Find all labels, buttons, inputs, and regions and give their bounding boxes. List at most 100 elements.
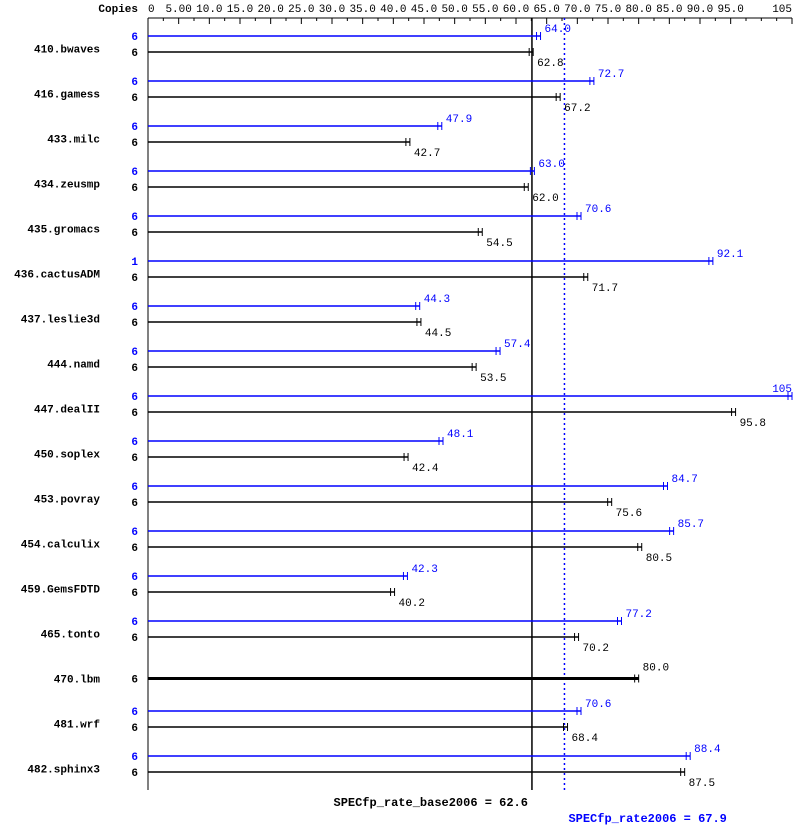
copies-peak: 6 [131, 752, 138, 764]
value-peak: 72.7 [598, 69, 624, 81]
x-tick-label: 90.0 [687, 4, 713, 16]
benchmark-row: 470.lbm 6 80.0 [54, 663, 669, 687]
value-base: 80.0 [643, 663, 669, 675]
copies-peak: 6 [131, 302, 138, 314]
x-tick-label: 95.0 [717, 4, 743, 16]
spec-rate-chart: 05.0010.015.020.025.030.035.040.045.050.… [0, 0, 799, 831]
benchmark-row: 434.zeusmp6663.062.0 [34, 159, 565, 205]
copies-base: 6 [131, 318, 138, 330]
x-tick-label: 0 [148, 4, 155, 16]
value-peak: 92.1 [717, 249, 744, 261]
benchmark-row: 436.cactusADM1692.171.7 [14, 249, 744, 295]
copies-base: 6 [131, 228, 138, 240]
x-tick-label: 5.00 [165, 4, 191, 16]
value-peak: 84.7 [671, 474, 697, 486]
benchmark-name: 437.leslie3d [21, 315, 100, 327]
copies-base: 6 [131, 723, 138, 735]
benchmark-name: 436.cactusADM [14, 270, 100, 282]
value-base: 44.5 [425, 328, 451, 340]
copies-base: 6 [131, 408, 138, 420]
benchmark-row: 482.sphinx3 6 6 88.4 87.5 [27, 744, 721, 790]
benchmark-name: 482.sphinx3 [27, 765, 100, 777]
footer-peak-label: SPECfp_rate2006 = 67.9 [568, 812, 726, 826]
x-tick-label: 70.0 [564, 4, 590, 16]
copies-base: 6 [131, 48, 138, 60]
value-base: 80.5 [646, 553, 672, 565]
value-peak: 44.3 [424, 294, 450, 306]
benchmark-rows: 410.bwaves6664.062.8416.gamess6672.767.2… [14, 24, 792, 790]
value-peak: 105 [772, 384, 792, 396]
copies-peak: 6 [131, 572, 138, 584]
benchmark-row: 410.bwaves6664.062.8 [34, 24, 571, 70]
x-tick-label: 85.0 [656, 4, 682, 16]
benchmark-name: 453.povray [34, 495, 100, 507]
copies-base: 6 [131, 768, 138, 780]
x-tick-label: 30.0 [319, 4, 345, 16]
value-peak: 48.1 [447, 429, 474, 441]
copies-base: 6 [131, 543, 138, 555]
value-base: 40.2 [399, 598, 425, 610]
benchmark-name: 450.soplex [34, 450, 100, 462]
copies-base: 6 [131, 675, 138, 687]
copies-peak: 6 [131, 122, 138, 134]
value-base: 87.5 [689, 778, 715, 790]
x-tick-label: 65.0 [533, 4, 559, 16]
copies-base: 6 [131, 183, 138, 195]
copies-peak: 6 [131, 77, 138, 89]
benchmark-row: 459.GemsFDTD6642.340.2 [21, 564, 438, 610]
value-base: 42.4 [412, 463, 439, 475]
copies-base: 6 [131, 633, 138, 645]
footer-base-label: SPECfp_rate_base2006 = 62.6 [334, 796, 528, 810]
copies-peak: 6 [131, 482, 138, 494]
value-peak: 42.3 [411, 564, 437, 576]
copies-peak: 6 [131, 617, 138, 629]
copies-base: 6 [131, 498, 138, 510]
benchmark-row: 416.gamess6672.767.2 [34, 69, 624, 115]
value-peak: 47.9 [446, 114, 472, 126]
value-peak: 57.4 [504, 339, 531, 351]
benchmark-name: 470.lbm [54, 675, 101, 687]
copies-base: 6 [131, 93, 138, 105]
copies-peak: 6 [131, 347, 138, 359]
value-peak: 63.0 [538, 159, 564, 171]
benchmark-row: 433.milc6647.942.7 [47, 114, 472, 160]
benchmark-row: 465.tonto6677.270.2 [41, 609, 652, 655]
benchmark-row: 435.gromacs6670.654.5 [27, 204, 611, 250]
copies-peak: 6 [131, 167, 138, 179]
benchmark-name: 435.gromacs [27, 225, 100, 237]
benchmark-name: 454.calculix [21, 540, 101, 552]
value-base: 53.5 [480, 373, 506, 385]
value-peak: 70.6 [585, 699, 611, 711]
x-tick-label: 10.0 [196, 4, 222, 16]
benchmark-name: 444.namd [47, 360, 100, 372]
value-base: 70.2 [583, 643, 609, 655]
x-tick-label: 40.0 [380, 4, 406, 16]
value-peak: 85.7 [678, 519, 704, 531]
benchmark-name: 465.tonto [41, 630, 101, 642]
copies-peak: 6 [131, 212, 138, 224]
value-peak: 88.4 [694, 744, 721, 756]
copies-peak: 1 [131, 257, 138, 269]
x-tick-label: 20.0 [257, 4, 283, 16]
benchmark-row: 453.povray6684.775.6 [34, 474, 698, 520]
copies-peak: 6 [131, 527, 138, 539]
x-axis: 05.0010.015.020.025.030.035.040.045.050.… [148, 4, 792, 24]
benchmark-row: 444.namd 6 6 57.4 53.5 [47, 339, 531, 385]
value-base: 62.8 [537, 58, 563, 70]
benchmark-name: 481.wrf [54, 720, 101, 732]
copies-base: 6 [131, 138, 138, 150]
benchmark-name: 447.dealII [34, 405, 100, 417]
benchmark-name: 459.GemsFDTD [21, 585, 101, 597]
x-tick-label: 50.0 [441, 4, 467, 16]
value-peak: 64.0 [545, 24, 571, 36]
copies-peak: 6 [131, 707, 138, 719]
copies-header: Copies [98, 4, 138, 16]
value-base: 42.7 [414, 148, 440, 160]
copies-base: 6 [131, 363, 138, 375]
copies-peak: 6 [131, 437, 138, 449]
x-tick-label: 75.0 [595, 4, 621, 16]
x-tick-label: 105 [772, 4, 792, 16]
benchmark-name: 410.bwaves [34, 45, 100, 57]
x-tick-label: 55.0 [472, 4, 498, 16]
copies-base: 6 [131, 273, 138, 285]
